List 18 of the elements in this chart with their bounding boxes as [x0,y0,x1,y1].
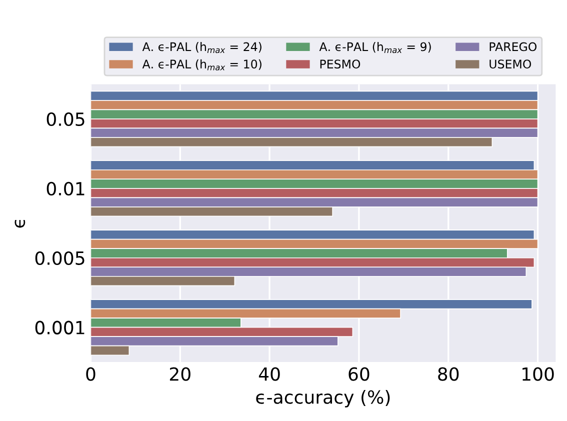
y-tick-label: 0.005 [35,251,84,265]
legend-label: A. ϵ-PAL (h$_{max}$ = 10) [142,59,262,70]
y-tick-label: 0.001 [35,320,84,334]
legend-label: A. ϵ-PAL (h$_{max}$ = 9) [319,42,431,54]
legend-label: USEMO [490,60,532,69]
x-tick-label: 20 [170,367,190,381]
x-tick-label: 0 [86,367,96,381]
legend-label: PAREGO [490,42,537,52]
y-tick-label: 0.05 [46,112,84,126]
x-tick-label: 100 [522,367,554,381]
y-tick-label: 0.01 [46,182,84,196]
x-axis-title: ϵ-accuracy (%) [256,390,390,408]
x-tick-label: 60 [348,367,370,381]
legend-label: PESMO [320,60,360,69]
legend-label: A. ϵ-PAL (h$_{max}$ = 24) [142,42,262,54]
x-tick-label: 80 [438,367,459,381]
y-axis-title: ϵ [14,220,26,228]
x-tick-label: 40 [258,367,280,381]
